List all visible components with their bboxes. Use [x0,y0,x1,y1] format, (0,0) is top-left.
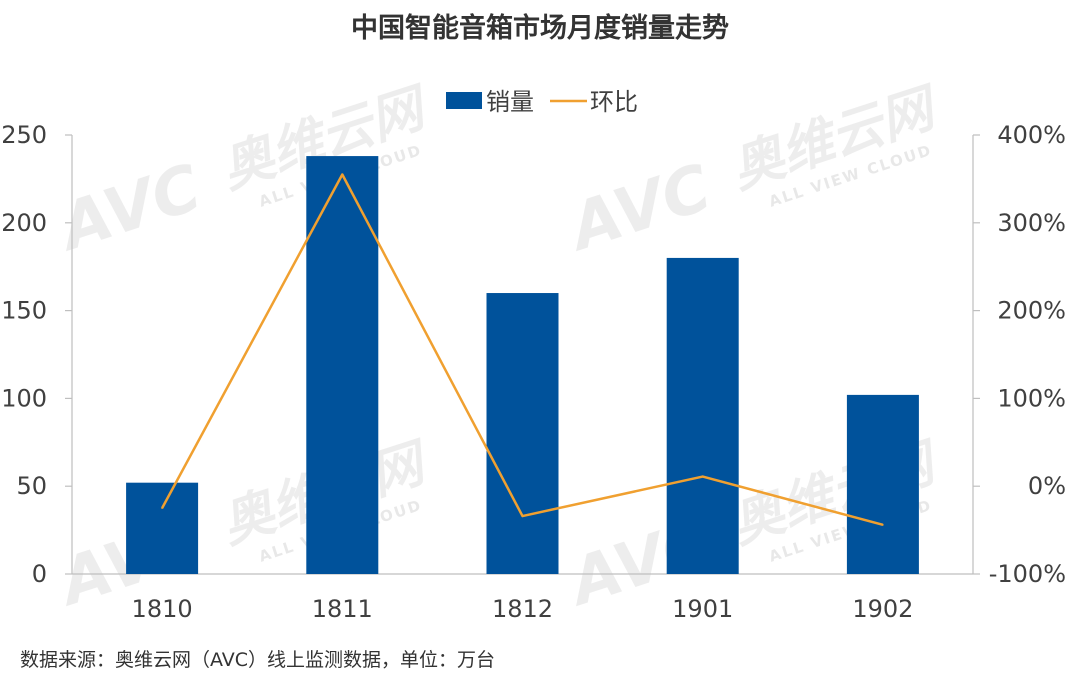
plot-area: 0 50 100 150 200 250 -100% 0% 100% 200% 300% 400% 18… [1,121,1066,623]
y-left-tick-label: 250 [1,121,47,149]
legend-bar-label: 销量 [486,88,534,116]
y-left-tick-label: 100 [1,384,47,412]
bar-1901 [666,257,739,574]
x-tick-label: 1810 [132,595,193,623]
y-right-tick-label: 200% [997,297,1066,325]
bar-1810 [126,482,199,574]
line-point-1901 [701,475,704,478]
y-left-tick-label: 150 [1,297,47,325]
x-tick-label: 1812 [492,595,553,623]
x-tick-label: 1902 [852,595,913,623]
y-left-tick-label: 0 [32,560,47,588]
line-point-1810 [161,507,163,509]
legend: 销量 环比 [446,88,638,116]
y-right-tick-label: 300% [997,209,1066,237]
legend-line-label: 环比 [590,88,638,116]
line-point-1812 [521,515,524,517]
y-right-tick-label: -100% [989,560,1066,588]
line-point-1811 [341,173,344,176]
y-right-tick-label: 100% [997,384,1066,412]
x-tick-label: 1811 [312,595,373,623]
watermark-brand: AVC [557,151,719,267]
legend-bar-swatch [446,92,482,109]
chart-title: 中国智能音箱市场月度销量走势 [351,12,729,44]
y-left-tick-label: 200 [1,209,47,237]
y-right-tick-label: 0% [1028,472,1066,500]
line-point-1902 [882,524,884,526]
bar-1812 [486,293,559,574]
bar-1902 [846,394,919,574]
y-left-tick-label: 50 [16,472,47,500]
bar-1811 [306,156,379,574]
source-note: 数据来源：奥维云网（AVC）线上监测数据，单位：万台 [20,649,495,671]
y-right-tick-label: 400% [997,121,1066,149]
x-tick-label: 1901 [672,595,733,623]
